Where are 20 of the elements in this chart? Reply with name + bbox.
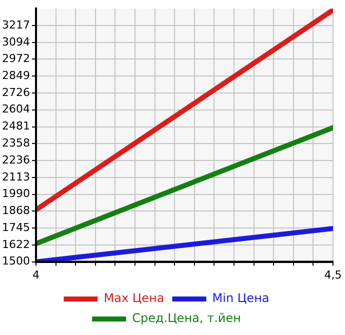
x-tick-label: 4: [32, 268, 40, 282]
y-tick-label: 1500: [2, 254, 30, 268]
y-tick-label: 1990: [2, 187, 30, 200]
y-tick-label: 2972: [2, 52, 30, 66]
y-tick-label: 1868: [2, 204, 30, 218]
x-tick-label: 4,5: [324, 268, 342, 282]
legend-label: Сред.Цена, т.йен: [132, 311, 241, 326]
y-tick-label: 2113: [2, 170, 30, 184]
y-tick-label: 2481: [2, 120, 30, 133]
y-tick-label: 1622: [2, 238, 30, 251]
legend-label: Min Цена: [212, 291, 270, 306]
y-tick-label: 3094: [2, 35, 30, 48]
y-tick-label: 2236: [2, 153, 30, 166]
y-tick-label: 2358: [2, 136, 30, 150]
y-tick-label: 2726: [2, 86, 30, 99]
legend-label: Max Цена: [104, 291, 164, 306]
y-tick-label: 2604: [2, 102, 30, 116]
y-tick-label: 3217: [2, 18, 30, 32]
y-tick-label: 2849: [2, 69, 30, 82]
y-tick-label: 1745: [2, 220, 30, 234]
